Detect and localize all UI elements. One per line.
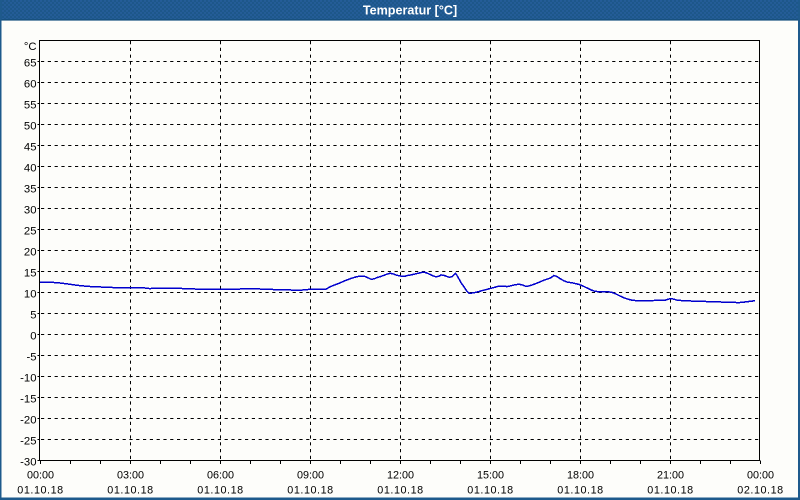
svg-text:15: 15 — [24, 268, 37, 280]
svg-text:01.10.18: 01.10.18 — [107, 485, 153, 497]
svg-text:01.10.18: 01.10.18 — [287, 485, 333, 497]
svg-text:06:00: 06:00 — [207, 470, 234, 482]
svg-text:01.10.18: 01.10.18 — [197, 485, 243, 497]
svg-text:03:00: 03:00 — [117, 470, 144, 482]
svg-text:35: 35 — [24, 184, 37, 196]
svg-text:01.10.18: 01.10.18 — [17, 485, 63, 497]
svg-text:-5: -5 — [26, 352, 36, 364]
svg-text:-30: -30 — [20, 457, 36, 469]
svg-text:12:00: 12:00 — [387, 470, 414, 482]
svg-text:10: 10 — [24, 289, 37, 301]
svg-text:5: 5 — [30, 310, 36, 322]
svg-text:09:00: 09:00 — [297, 470, 324, 482]
svg-text:25: 25 — [24, 226, 37, 238]
svg-text:02.10.18: 02.10.18 — [737, 485, 783, 497]
svg-text:01.10.18: 01.10.18 — [377, 485, 423, 497]
svg-text:-15: -15 — [20, 394, 36, 406]
svg-text:30: 30 — [24, 205, 37, 217]
svg-text:Temperatur [°C]: Temperatur [°C] — [363, 3, 457, 17]
svg-text:55: 55 — [24, 100, 37, 112]
svg-text:40: 40 — [24, 163, 37, 175]
svg-text:50: 50 — [24, 121, 37, 133]
svg-text:01.10.18: 01.10.18 — [647, 485, 693, 497]
svg-text:°C: °C — [24, 41, 37, 53]
svg-text:-20: -20 — [20, 415, 36, 427]
svg-text:65: 65 — [24, 58, 37, 70]
svg-text:18:00: 18:00 — [567, 470, 594, 482]
svg-text:00:00: 00:00 — [747, 470, 774, 482]
svg-text:-10: -10 — [20, 373, 36, 385]
svg-text:45: 45 — [24, 142, 37, 154]
svg-text:00:00: 00:00 — [27, 470, 54, 482]
svg-text:01.10.18: 01.10.18 — [557, 485, 603, 497]
svg-text:01.10.18: 01.10.18 — [467, 485, 513, 497]
svg-text:60: 60 — [24, 79, 37, 91]
svg-text:15:00: 15:00 — [477, 470, 504, 482]
svg-text:20: 20 — [24, 247, 37, 259]
svg-text:21:00: 21:00 — [657, 470, 684, 482]
svg-text:-25: -25 — [20, 436, 36, 448]
svg-text:0: 0 — [30, 331, 36, 343]
